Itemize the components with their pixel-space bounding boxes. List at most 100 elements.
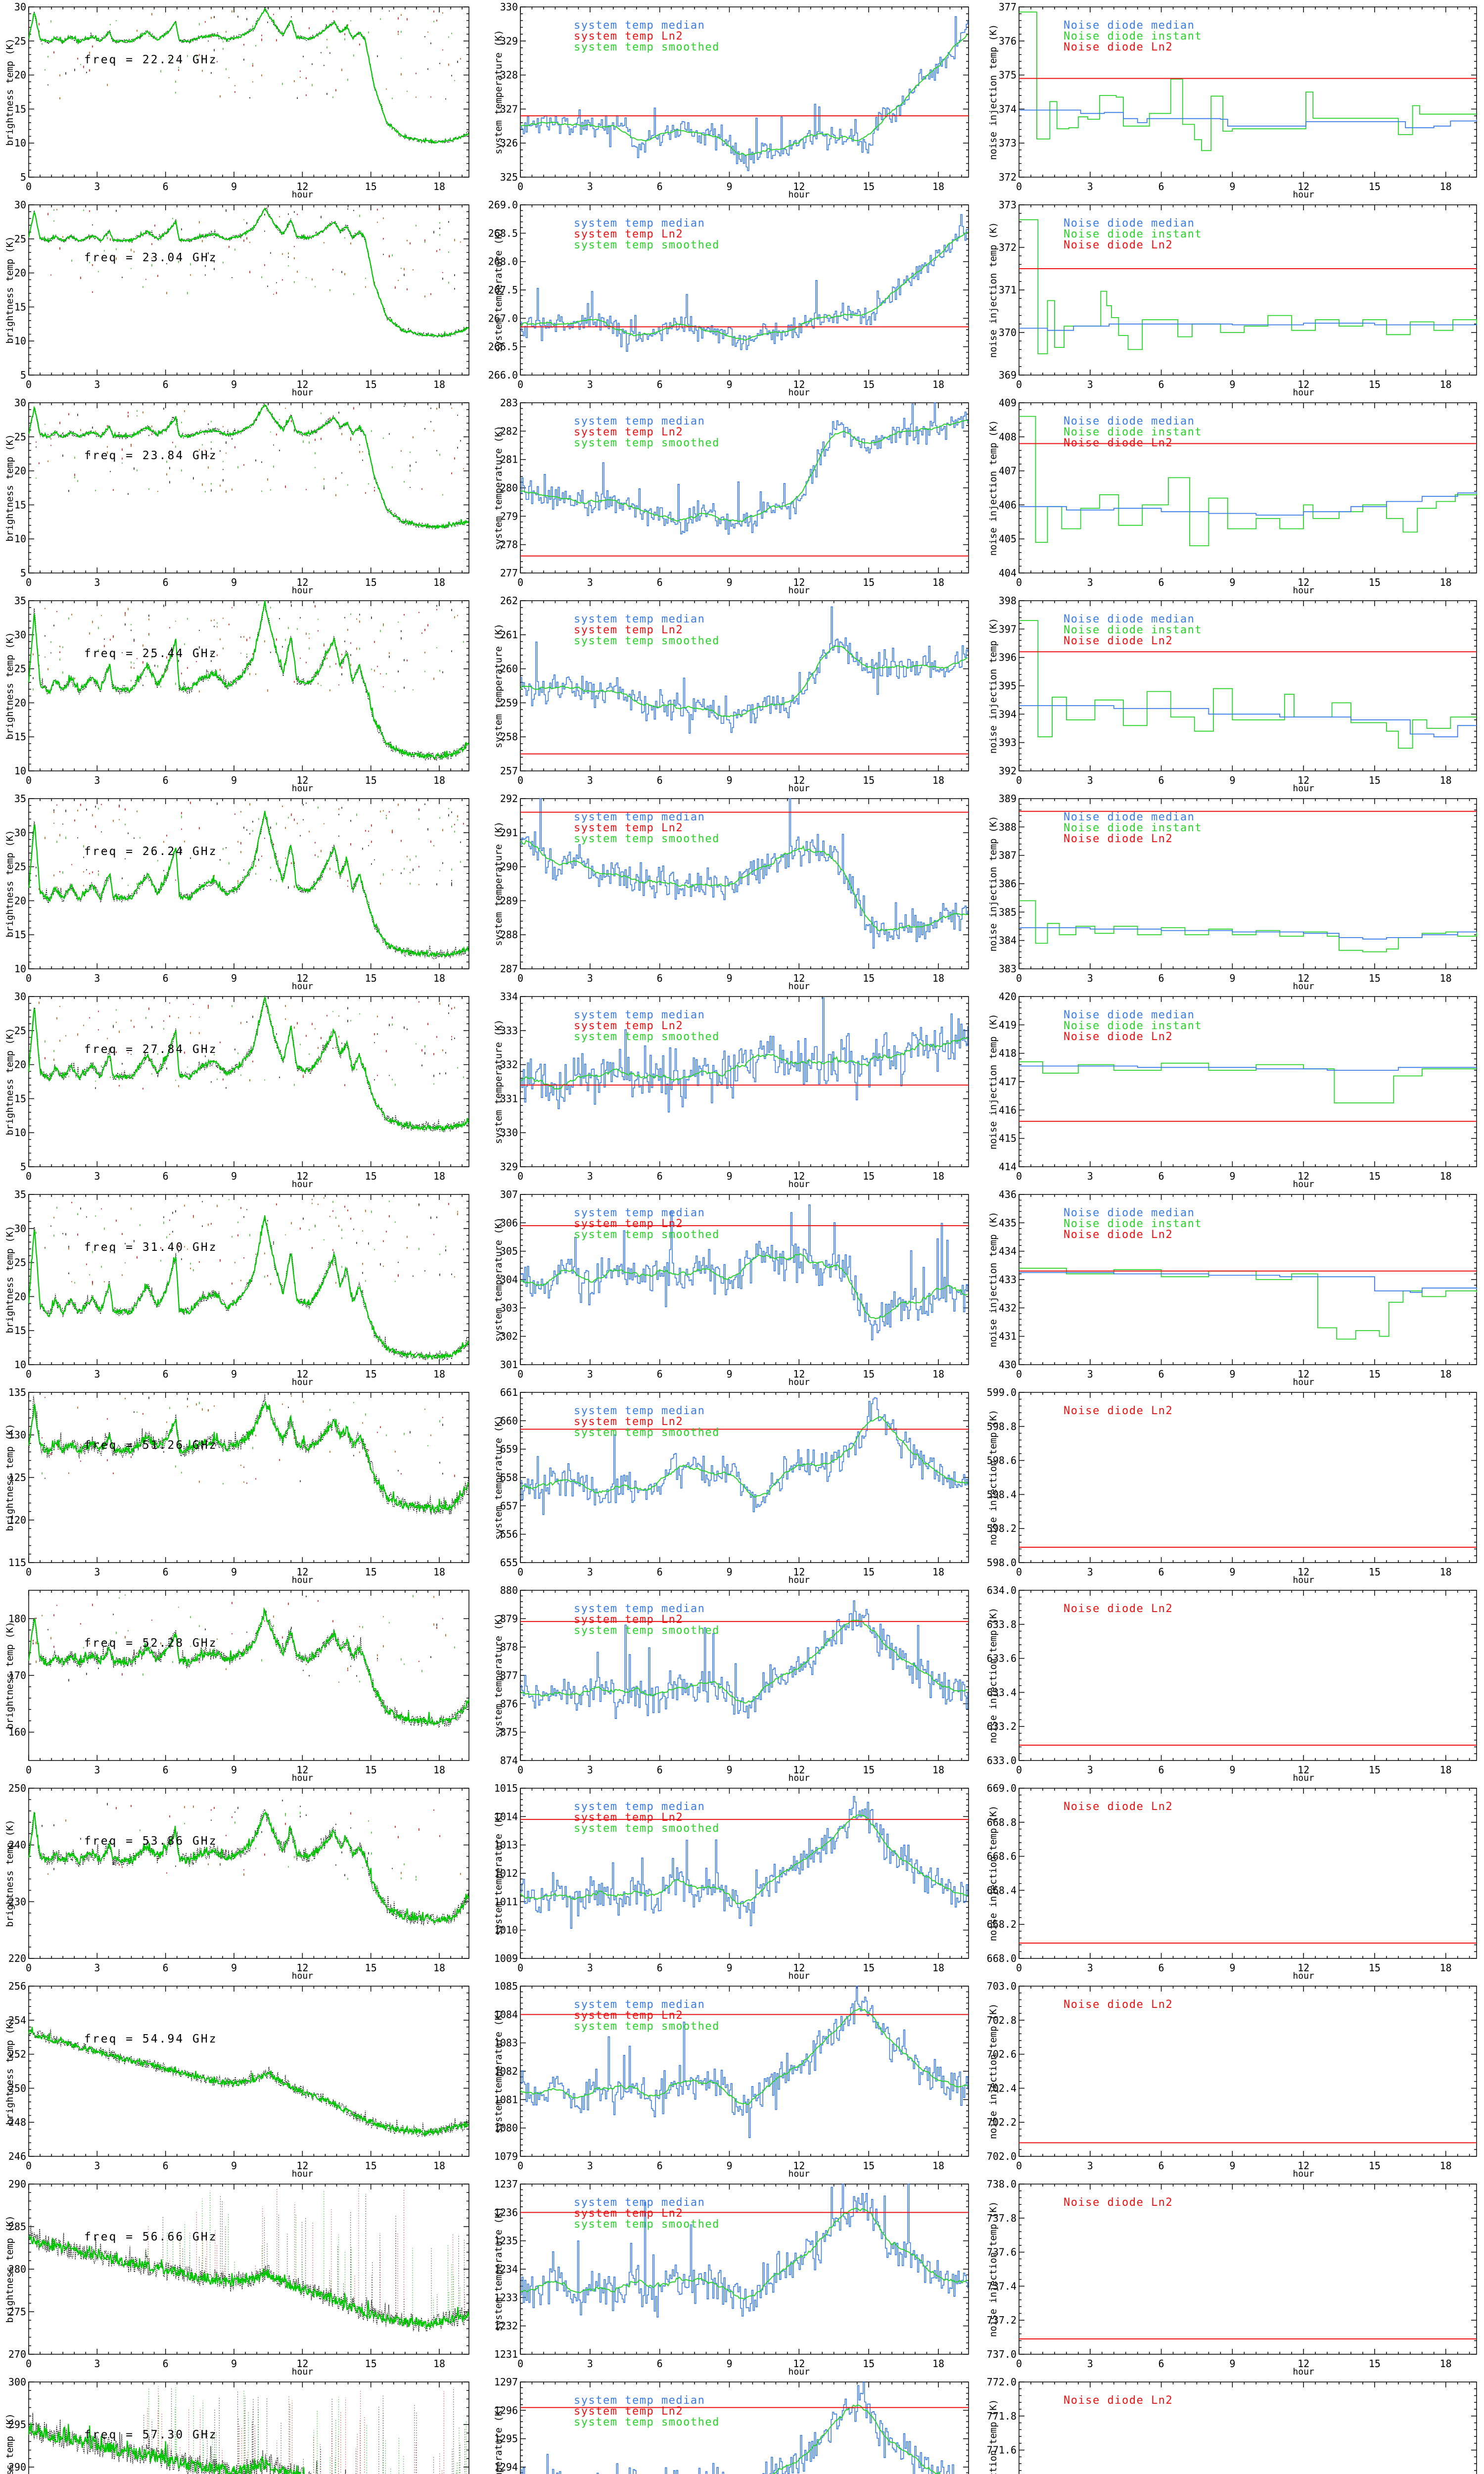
- x-tick-label: 3: [1087, 1368, 1093, 1380]
- panel-row5-col3: 0 3 6 9 12 15 18 hour 383 384 385 386 387 388 389noise…: [988, 793, 1477, 992]
- x-tick-label: 6: [657, 1962, 663, 1974]
- y-axis-title: noise injection temp (K): [988, 2201, 999, 2337]
- y-tick-label: 283: [500, 397, 518, 409]
- y-tick-label: 414: [999, 1161, 1017, 1173]
- y-tick-label: 15: [14, 1093, 26, 1104]
- x-tick-label: 18: [433, 1170, 445, 1182]
- axes: [1019, 1986, 1477, 2157]
- y-tick-label: 387: [999, 850, 1017, 861]
- x-tick-label: 3: [587, 1962, 593, 1974]
- y-tick-label: 417: [999, 1076, 1017, 1088]
- y-tick-label: 406: [999, 499, 1017, 511]
- x-tick-label: 0: [26, 774, 32, 786]
- y-tick-label: 250: [8, 1782, 26, 1794]
- y-tick-label: 20: [14, 697, 26, 709]
- axis-labels: 0 3 6 9 12 15 18 hour 392 393 394 395 396 397 398noise…: [988, 595, 1452, 794]
- x-tick-label: 0: [1016, 972, 1022, 984]
- x-tick-label: 0: [26, 1566, 32, 1578]
- x-tick-label: 18: [932, 2160, 944, 2172]
- x-tick-label: 15: [365, 181, 377, 192]
- legend-entry: Noise diode Ln2: [1064, 437, 1173, 449]
- y-tick-label: 432: [999, 1302, 1017, 1314]
- axes: [28, 2381, 469, 2474]
- y-tick-label: 332: [500, 1059, 518, 1071]
- y-tick-label: 420: [999, 991, 1017, 1002]
- x-tick-label: 12: [1298, 1962, 1309, 1974]
- x-tick-label: 3: [1087, 972, 1093, 984]
- x-tick-label: 3: [94, 1764, 100, 1776]
- y-axis-title: system temperature (K): [493, 2009, 504, 2134]
- x-tick-label: 6: [1159, 1170, 1164, 1182]
- y-tick-label: 878: [500, 1641, 518, 1653]
- series-tsys-median: [520, 1397, 968, 1515]
- x-tick-label: 18: [1440, 972, 1452, 984]
- x-tick-label: 6: [1159, 2358, 1164, 2370]
- panel-row5-col2: 0 3 6 9 12 15 18 hour 287 288 289 290 291 292 system t…: [493, 793, 969, 992]
- y-axis-title: noise injection temp (K): [988, 1608, 999, 1744]
- legend-entry: Noise diode median: [1064, 613, 1195, 625]
- x-tick-label: 9: [726, 181, 732, 192]
- x-tick-label: 18: [1440, 181, 1452, 192]
- legend-entry: Noise diode Ln2: [1064, 1031, 1173, 1043]
- x-tick-label: 18: [433, 2160, 445, 2172]
- y-axis-title: system temperature (K): [493, 1613, 504, 1738]
- y-tick-label: 373: [999, 137, 1017, 149]
- x-tick-label: 3: [1087, 576, 1093, 588]
- y-tick-label: 373: [999, 199, 1017, 211]
- series-tsys-median: [520, 214, 968, 352]
- x-tick-label: 0: [26, 181, 32, 192]
- x-tick-label: 18: [1440, 1962, 1452, 1974]
- legend: Noise diode Ln2: [1064, 2394, 1172, 2407]
- series-bt-green: [28, 1811, 469, 1924]
- y-axis-title: noise injection temp (K): [988, 420, 999, 556]
- x-tick-label: 3: [94, 972, 100, 984]
- axis-labels: 0 3 6 9 12 15 18 hour 5 10 15 20 25 30 brightness temp…: [4, 199, 445, 398]
- y-axis-title: noise injection temp (K): [988, 222, 999, 358]
- y-tick-label: 408: [999, 431, 1017, 443]
- panel-row7-col1: 0 3 6 9 12 15 18 hour 10 15 20 25 30 35 brightness tem…: [4, 1189, 469, 1387]
- y-tick-label: 633.4: [987, 1686, 1017, 1698]
- y-tick-label: 230: [8, 1896, 26, 1907]
- x-tick-label: 12: [296, 1764, 308, 1776]
- y-axis-title: noise injection temp (K): [988, 24, 999, 160]
- x-tick-label: 9: [1229, 774, 1235, 786]
- y-tick-label: 280: [8, 2263, 26, 2275]
- y-tick-label: 876: [500, 1698, 518, 1710]
- legend-entry: Noise diode instant: [1064, 228, 1202, 240]
- x-tick-label: 6: [1159, 1368, 1164, 1380]
- axes: [1019, 1590, 1477, 1761]
- x-tick-label: 15: [365, 1170, 377, 1182]
- legend: Noise diode Ln2: [1064, 1405, 1172, 1417]
- y-axis-title: brightness temp (K): [4, 830, 15, 937]
- y-axis-title: system temperature (K): [493, 2405, 504, 2474]
- series-tsys-median: [520, 1986, 968, 2138]
- legend-entry: system temp Ln2: [574, 2207, 683, 2220]
- axis-labels: 0 3 6 9 12 15 18 hour 5 10 15 20 25 30 brightness temp…: [4, 1, 445, 200]
- y-tick-label: 15: [14, 301, 26, 313]
- y-tick-label: 331: [500, 1093, 518, 1104]
- x-tick-label: 15: [1369, 774, 1381, 786]
- x-tick-label: 6: [657, 1170, 663, 1182]
- y-tick-label: 702.8: [987, 2014, 1017, 2026]
- y-tick-label: 30: [14, 199, 26, 211]
- x-axis-title: hour: [788, 1179, 810, 1189]
- y-tick-label: 279: [500, 510, 518, 522]
- axes: [28, 402, 469, 573]
- x-tick-label: 9: [726, 774, 732, 786]
- x-tick-label: 0: [517, 576, 523, 588]
- y-tick-label: 598.2: [987, 1522, 1017, 1534]
- legend-entry: Noise diode Ln2: [1064, 1998, 1173, 2011]
- y-tick-label: 431: [999, 1331, 1017, 1342]
- x-tick-label: 3: [94, 1962, 100, 1974]
- y-tick-label: 15: [14, 499, 26, 511]
- x-tick-label: 0: [26, 576, 32, 588]
- y-tick-label: 874: [500, 1755, 518, 1766]
- panel-row4-col3: 0 3 6 9 12 15 18 hour 392 393 394 395 396 397 398noise…: [988, 595, 1477, 794]
- x-tick-label: 6: [163, 1170, 169, 1182]
